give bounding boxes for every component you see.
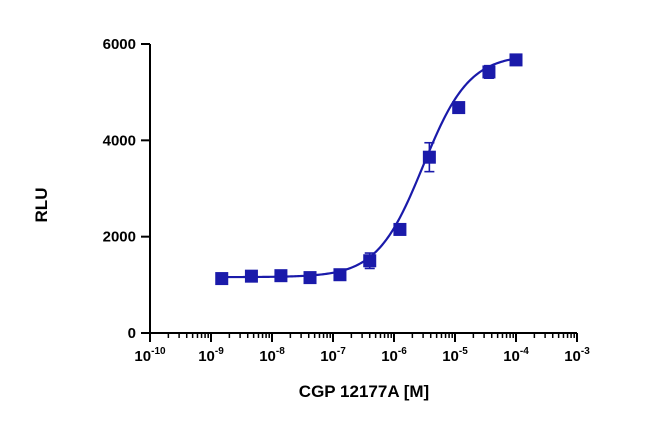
axes: [149, 44, 577, 334]
y-tick-label: 2000: [103, 229, 136, 246]
x-tick-label-base: 10: [320, 348, 337, 365]
data-point: [509, 53, 523, 67]
x-tick-label-exponent: -5: [459, 346, 468, 357]
data-point: [452, 101, 466, 115]
data-points: [215, 53, 523, 286]
x-tick-label-base: 10: [134, 348, 151, 365]
x-tick-label: 10-7: [320, 346, 346, 365]
x-tick-label-exponent: -8: [276, 346, 285, 357]
x-tick-label-base: 10: [259, 348, 276, 365]
y-tick-label: 0: [128, 325, 136, 342]
data-point: [244, 269, 258, 283]
y-axis-ticks: 0 2000 4000 6000: [103, 36, 150, 342]
x-tick-label: 10-5: [442, 346, 468, 365]
x-tick-label: 10-10: [134, 346, 166, 365]
x-tick-label-exponent: -3: [581, 346, 590, 357]
x-tick-label-base: 10: [503, 348, 520, 365]
data-point: [422, 150, 436, 164]
x-tick-label: 10-6: [381, 346, 407, 365]
x-tick-label-base: 10: [381, 348, 398, 365]
x-tick-label: 10-8: [259, 346, 285, 365]
x-axis-ticks: 10-10 10-9 10-8 10-7 10-6 10-5 10-4 10-3: [134, 333, 590, 365]
x-tick-label-base: 10: [442, 348, 459, 365]
data-point: [393, 222, 407, 236]
x-tick-label-base: 10: [564, 348, 581, 365]
y-tick-label: 6000: [103, 36, 136, 53]
y-axis-label: RLU: [32, 188, 51, 223]
x-tick-label: 10-3: [564, 346, 590, 365]
data-point: [215, 272, 229, 286]
x-tick-label-exponent: -6: [398, 346, 407, 357]
error-bars: [216, 55, 521, 282]
x-tick-label-exponent: -10: [151, 346, 166, 357]
data-point: [482, 65, 496, 79]
fit-curve: [221, 57, 517, 279]
x-tick-label: 10-4: [503, 346, 529, 365]
x-axis-label: CGP 12177A [M]: [299, 382, 429, 401]
x-tick-label-exponent: -4: [520, 346, 529, 357]
x-tick-label-exponent: -9: [215, 346, 224, 357]
x-tick-label-exponent: -7: [337, 346, 346, 357]
x-tick-label: 10-9: [198, 346, 224, 365]
data-point: [274, 269, 288, 283]
data-point: [303, 271, 317, 285]
y-tick-label: 4000: [103, 132, 136, 149]
x-tick-label-base: 10: [198, 348, 215, 365]
data-point: [333, 268, 347, 282]
data-point: [363, 254, 377, 268]
